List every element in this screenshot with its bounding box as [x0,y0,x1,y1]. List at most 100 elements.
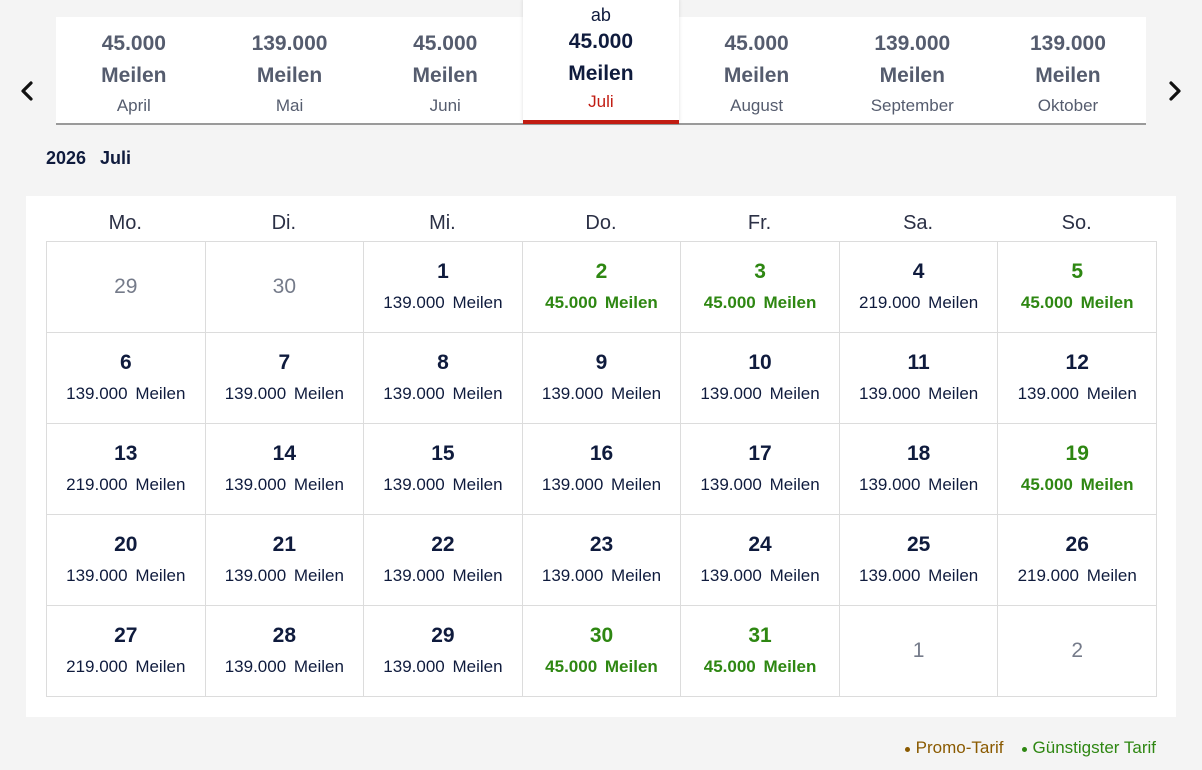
weekday-header-row: Mo. Di. Mi. Do. Fr. Sa. So. [46,208,1156,238]
day-number: 17 [748,442,772,465]
day-number: 29 [114,275,138,298]
next-months-button[interactable] [1160,74,1190,108]
calendar-day[interactable]: 27 219.000 Meilen [47,606,206,697]
calendar-day[interactable]: 10 139.000 Meilen [681,333,840,424]
weekday-label: Di. [271,212,297,234]
day-number: 20 [114,533,138,556]
calendar-day[interactable]: 17 139.000 Meilen [681,424,840,515]
day-number: 7 [278,351,291,374]
weekday-label: Sa. [903,212,934,234]
day-number: 24 [748,533,772,556]
day-price: 139.000 Meilen [700,566,820,585]
calendar-day[interactable]: 29 139.000 Meilen [364,606,523,697]
calendar-year: 2026 [46,148,87,168]
day-number: 11 [907,351,930,374]
month-tab-unit: Meilen [256,64,323,87]
calendar-day[interactable]: 18 139.000 Meilen [839,424,999,515]
day-price: 139.000 Meilen [541,475,662,494]
day-price: 139.000 Meilen [224,657,344,676]
day-number: 6 [119,351,132,374]
calendar-day[interactable]: 21 139.000 Meilen [205,515,365,606]
day-number: 31 [748,624,772,647]
calendar-day[interactable]: 8 139.000 Meilen [364,333,523,424]
calendar-day[interactable]: 22 139.000 Meilen [364,515,523,606]
month-tab-miles: 45.000 [724,32,789,55]
day-number: 1 [912,639,925,662]
day-number: 28 [272,624,297,647]
day-number: 23 [589,533,614,556]
month-tab-september[interactable]: 139.000 Meilen September [834,17,990,123]
day-price: 139.000 Meilen [383,475,503,494]
day-number: 18 [906,442,931,465]
day-price: 139.000 Meilen [541,566,662,585]
month-tab-miles: 139.000 [874,32,951,55]
day-number: 19 [1065,442,1089,465]
legend-item: Promo-Tarif [904,738,1004,758]
day-price: 45.000 Meilen [703,657,817,676]
month-tab-prefix: ab [590,5,611,25]
calendar-day[interactable]: 12 139.000 Meilen [998,333,1157,424]
month-tab-unit: Meilen [723,64,790,87]
day-price: 139.000 Meilen [700,475,820,494]
month-carousel: 45.000 Meilen April 139.000 Meilen Mai 45.000 M… [56,0,1146,124]
day-price: 139.000 Meilen [66,384,186,403]
month-tab-miles: 45.000 [413,32,478,55]
previous-months-button[interactable] [12,74,42,108]
calendar-panel: Mo. Di. Mi. Do. Fr. Sa. So. 29 30 1 139.000 Meile… [26,196,1176,717]
month-tab-juni[interactable]: 45.000 Meilen Juni [367,17,523,123]
day-number: 26 [1065,533,1089,556]
calendar-day[interactable]: 26 219.000 Meilen [998,515,1157,606]
calendar-day[interactable]: 13 219.000 Meilen [47,424,206,515]
month-tab-juli[interactable]: ab 45.000 Meilen Juli [523,0,679,124]
month-tab-august[interactable]: 45.000 Meilen August [679,17,835,123]
day-number: 9 [595,351,608,374]
calendar-day-outside-month: 1 [839,606,999,697]
calendar-day[interactable]: 1 139.000 Meilen [364,242,523,333]
calendar-day[interactable]: 16 139.000 Meilen [522,424,682,515]
calendar-day-outside-month: 29 [47,242,206,333]
day-price: 139.000 Meilen [383,566,503,585]
day-price: 139.000 Meilen [224,475,344,494]
calendar-day[interactable]: 9 139.000 Meilen [522,333,682,424]
month-tab-mai[interactable]: 139.000 Meilen Mai [212,17,368,123]
calendar-day[interactable]: 4 219.000 Meilen [839,242,999,333]
calendar-day[interactable]: 19 45.000 Meilen [998,424,1157,515]
calendar-day[interactable]: 25 139.000 Meilen [839,515,999,606]
month-tab-miles: 45.000 [568,30,634,53]
calendar-day[interactable]: 7 139.000 Meilen [205,333,365,424]
day-number: 12 [1065,351,1089,374]
calendar-day[interactable]: 28 139.000 Meilen [205,606,365,697]
day-price: 45.000 Meilen [1020,293,1134,312]
day-price: 219.000 Meilen [66,475,186,494]
day-number: 14 [272,442,297,465]
day-price: 139.000 Meilen [224,566,344,585]
calendar-day[interactable]: 6 139.000 Meilen [47,333,206,424]
calendar-day[interactable]: 5 45.000 Meilen [998,242,1157,333]
day-price: 219.000 Meilen [1017,566,1137,585]
month-tab-april[interactable]: 45.000 Meilen April [56,17,212,123]
day-price: 139.000 Meilen [66,566,186,585]
calendar-day-outside-month: 2 [998,606,1157,697]
calendar-day[interactable]: 15 139.000 Meilen [364,424,523,515]
day-number: 10 [748,351,772,374]
calendar-day[interactable]: 23 139.000 Meilen [522,515,682,606]
day-number: 1 [437,260,449,283]
calendar-day[interactable]: 24 139.000 Meilen [681,515,840,606]
month-tab-unit: Meilen [101,64,167,87]
calendar-day[interactable]: 3 45.000 Meilen [681,242,840,333]
day-number: 22 [431,533,455,556]
day-price: 219.000 Meilen [66,657,186,676]
weekday-label: Do. [585,212,617,234]
day-number: 13 [114,442,138,465]
calendar-month: Juli [100,148,132,168]
calendar-day[interactable]: 11 139.000 Meilen [839,333,999,424]
calendar-day[interactable]: 14 139.000 Meilen [205,424,365,515]
calendar-day[interactable]: 20 139.000 Meilen [47,515,206,606]
day-price: 45.000 Meilen [1020,475,1134,494]
calendar-day[interactable]: 31 45.000 Meilen [681,606,840,697]
legend-item: Günstigster Tarif [1021,738,1156,758]
month-tab-label: September [870,96,954,115]
calendar-day[interactable]: 2 45.000 Meilen [522,242,682,333]
month-tab-oktober[interactable]: 139.000 Meilen Oktober [990,17,1146,123]
calendar-day[interactable]: 30 45.000 Meilen [522,606,682,697]
